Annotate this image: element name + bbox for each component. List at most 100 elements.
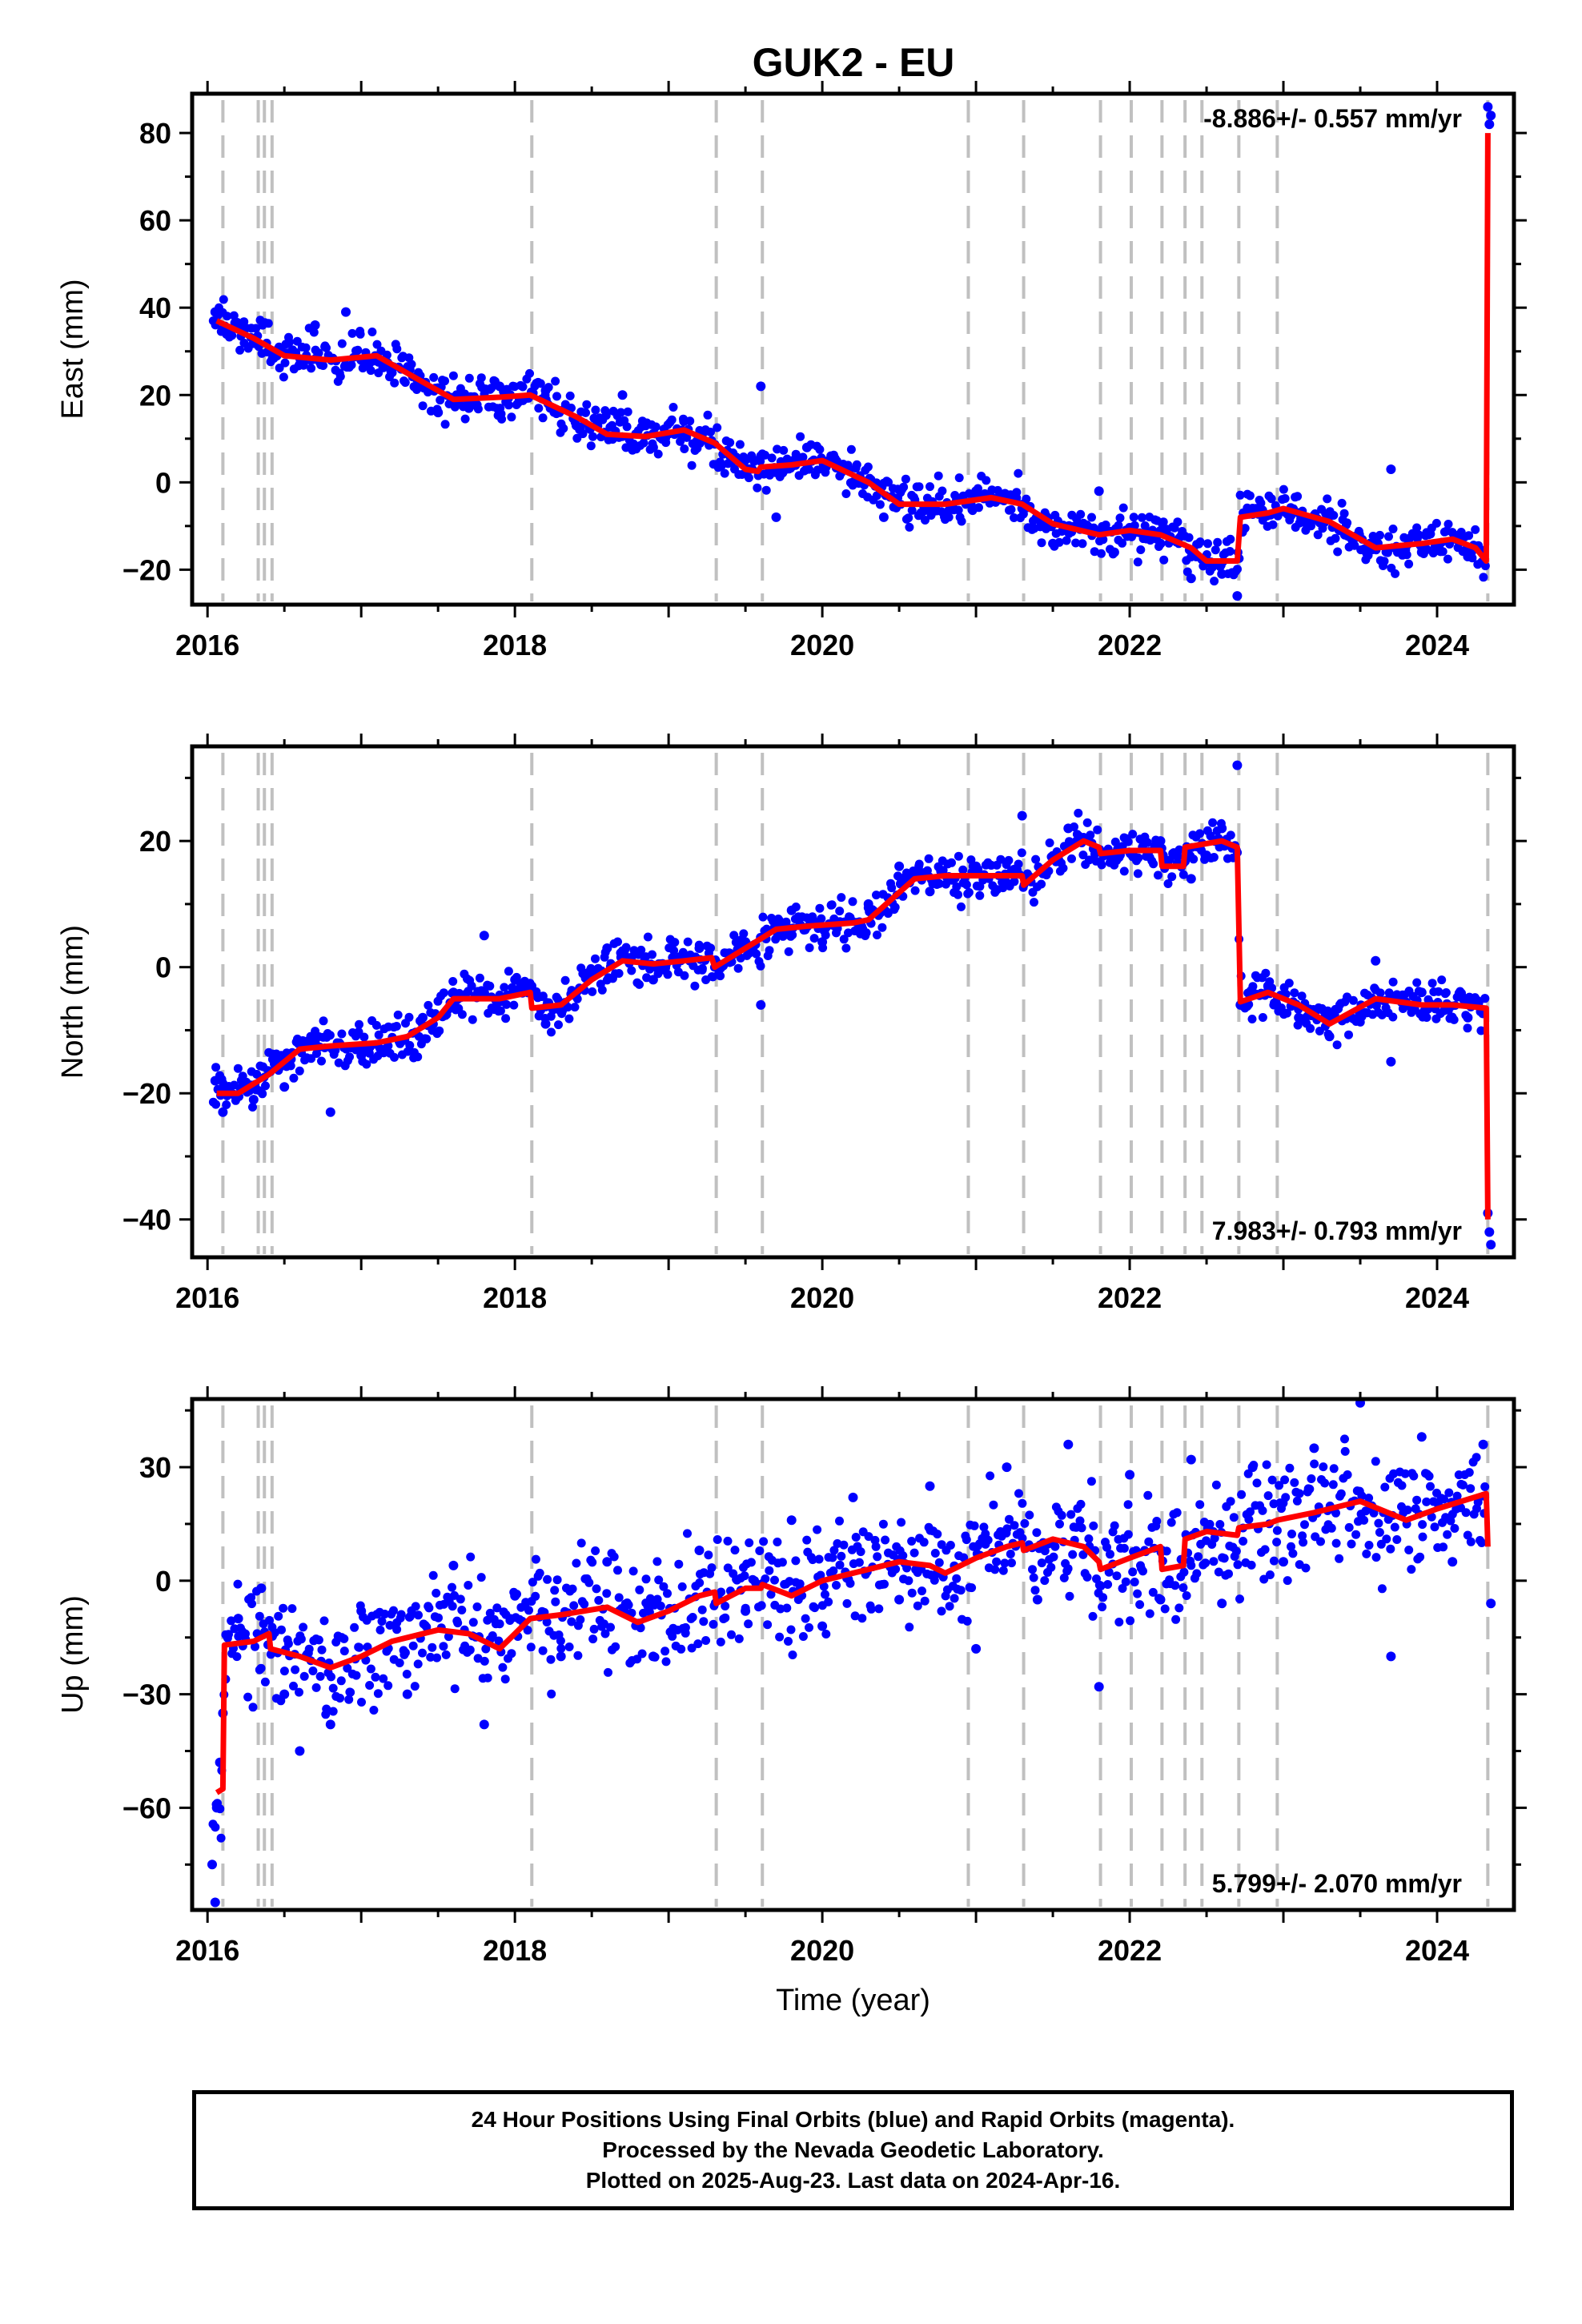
data-point: [694, 943, 705, 953]
data-point: [846, 444, 856, 454]
data-point: [1173, 852, 1182, 861]
x-tick-label: 2016: [175, 629, 239, 661]
data-point: [540, 385, 551, 396]
data-point: [1386, 1544, 1395, 1554]
data-point: [248, 1703, 258, 1712]
data-point: [954, 890, 962, 899]
data-point: [1005, 1514, 1014, 1524]
data-point: [1357, 1491, 1367, 1501]
data-point: [307, 364, 316, 373]
data-point: [1267, 1475, 1277, 1485]
data-point: [881, 1535, 890, 1545]
data-point: [1195, 829, 1205, 838]
data-point: [1416, 987, 1427, 998]
data-point: [674, 1559, 684, 1569]
data-point: [954, 505, 963, 515]
data-point: [410, 1682, 420, 1691]
data-point: [1126, 1616, 1135, 1626]
data-point: [373, 1689, 383, 1699]
data-point: [1106, 1550, 1114, 1559]
data-point: [725, 438, 735, 448]
data-point: [677, 1644, 686, 1654]
data-point: [350, 1622, 359, 1632]
data-point: [279, 372, 288, 382]
data-point: [713, 1535, 722, 1544]
data-point: [1232, 591, 1243, 601]
data-point: [325, 1107, 335, 1117]
data-point: [1386, 1056, 1396, 1067]
data-point: [1439, 1542, 1448, 1552]
data-point: [1084, 1534, 1094, 1543]
data-point: [304, 1644, 314, 1654]
y-axis-label: East (mm): [56, 279, 90, 419]
data-point: [1263, 1491, 1273, 1501]
data-point: [1163, 879, 1173, 888]
data-point: [990, 1565, 1000, 1574]
data-point: [934, 1558, 944, 1567]
data-point: [1074, 808, 1083, 818]
data-point: [440, 420, 450, 429]
data-point: [1166, 1518, 1176, 1527]
data-point: [1226, 1497, 1235, 1506]
data-point: [1400, 1469, 1410, 1478]
data-point: [1437, 975, 1447, 985]
x-tick-label: 2020: [790, 1934, 854, 1967]
data-point: [1000, 1558, 1010, 1568]
data-point: [1030, 898, 1038, 907]
data-point: [534, 404, 544, 413]
data-point: [835, 1516, 844, 1526]
data-point: [713, 423, 722, 432]
data-point: [287, 1604, 297, 1614]
data-point: [1384, 532, 1393, 541]
data-point: [485, 981, 495, 991]
data-point: [815, 903, 825, 913]
data-point: [504, 400, 513, 410]
data-point: [588, 987, 597, 996]
data-point: [982, 476, 991, 485]
data-point: [1392, 1535, 1402, 1544]
data-point: [756, 961, 765, 971]
data-point: [450, 1684, 460, 1694]
data-point: [699, 1617, 709, 1626]
data-point: [801, 442, 812, 452]
data-point: [1418, 1520, 1427, 1530]
data-point: [353, 345, 363, 355]
data-point: [498, 1663, 508, 1672]
data-point: [509, 1000, 519, 1010]
data-point: [1208, 818, 1218, 827]
data-point: [1050, 1542, 1060, 1551]
data-point: [1483, 102, 1493, 112]
x-tick-label: 2024: [1405, 1281, 1469, 1314]
data-point: [938, 486, 947, 496]
data-point: [851, 1533, 861, 1542]
data-point: [706, 943, 716, 953]
data-point: [1065, 1591, 1074, 1601]
data-point: [315, 1671, 325, 1681]
data-point: [1478, 1439, 1488, 1449]
data-point: [1391, 569, 1400, 578]
data-point: [526, 1642, 536, 1652]
data-point: [402, 1670, 412, 1679]
data-point: [971, 486, 982, 497]
data-point: [1247, 504, 1258, 513]
data-point: [1359, 1515, 1369, 1525]
data-point: [1133, 557, 1142, 567]
data-point: [907, 1537, 917, 1546]
x-tick-label: 2020: [790, 1281, 854, 1314]
data-point: [1414, 530, 1423, 540]
data-point: [556, 1651, 566, 1662]
data-point: [1260, 1545, 1270, 1554]
data-point: [1014, 1489, 1023, 1498]
data-point: [210, 1897, 220, 1908]
data-point: [824, 1597, 833, 1606]
data-point: [359, 1032, 369, 1042]
data-point: [1409, 1471, 1419, 1481]
data-point: [809, 934, 819, 943]
data-point: [1438, 547, 1447, 557]
data-point: [880, 1579, 889, 1589]
data-point: [1006, 505, 1016, 514]
data-point: [1294, 1012, 1304, 1023]
footer-caption-box: 24 Hour Positions Using Final Orbits (bl…: [192, 2090, 1514, 2210]
data-point: [233, 1579, 243, 1589]
data-point: [952, 882, 962, 891]
